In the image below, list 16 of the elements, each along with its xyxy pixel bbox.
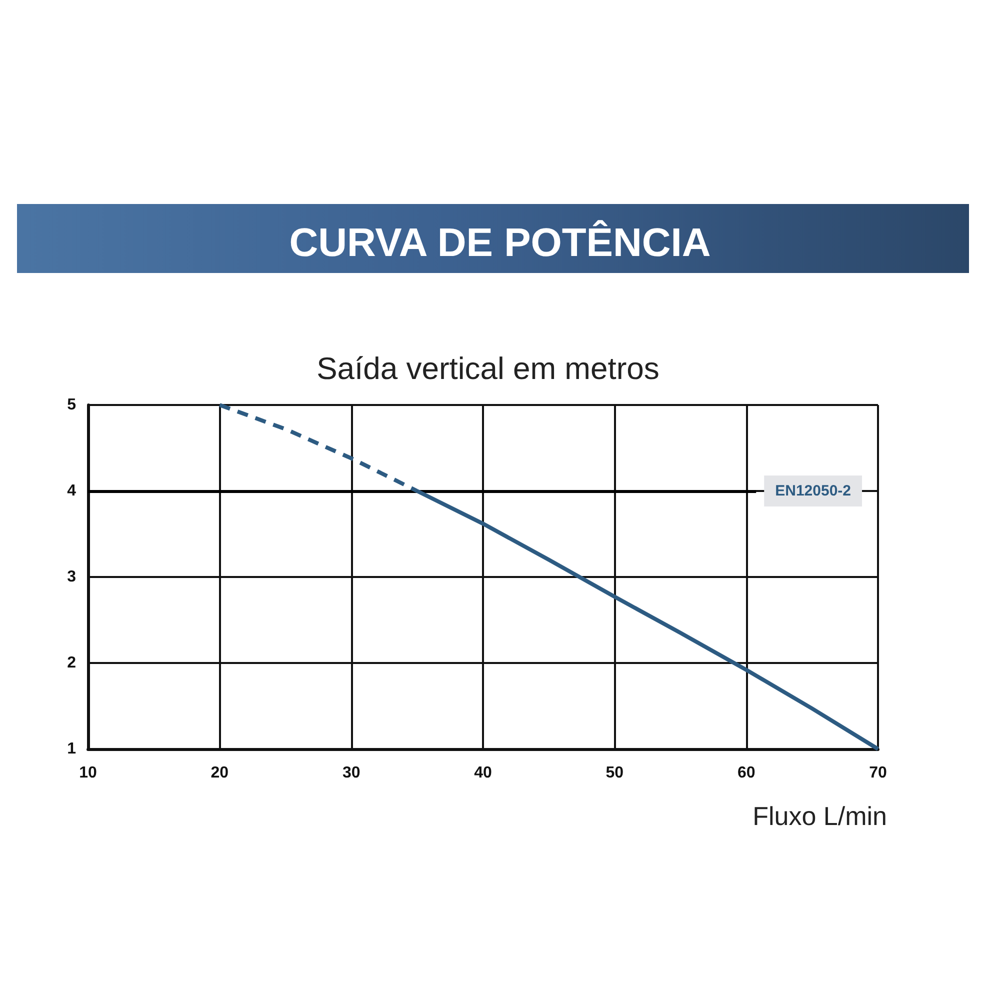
- chart-title: CURVA DE POTÊNCIA: [289, 220, 711, 265]
- x-tick-label: 10: [79, 764, 97, 782]
- x-tick-label: 70: [869, 764, 887, 782]
- x-tick-label: 20: [210, 764, 229, 782]
- x-tick-label: 30: [342, 764, 360, 782]
- y-axis-title: Saída vertical em metros: [316, 351, 660, 386]
- ref-line-label: EN12050-2: [775, 482, 852, 500]
- y-tick-label: 5: [67, 396, 76, 414]
- x-tick-label: 60: [737, 764, 756, 782]
- y-tick-label: 2: [67, 654, 76, 672]
- x-tick-label: 40: [474, 764, 492, 782]
- y-tick-label: 1: [67, 740, 76, 758]
- y-tick-label: 4: [67, 482, 76, 500]
- x-axis-title: Fluxo L/min: [752, 801, 888, 831]
- x-tick-label: 50: [606, 764, 624, 782]
- y-tick-label: 3: [67, 568, 76, 586]
